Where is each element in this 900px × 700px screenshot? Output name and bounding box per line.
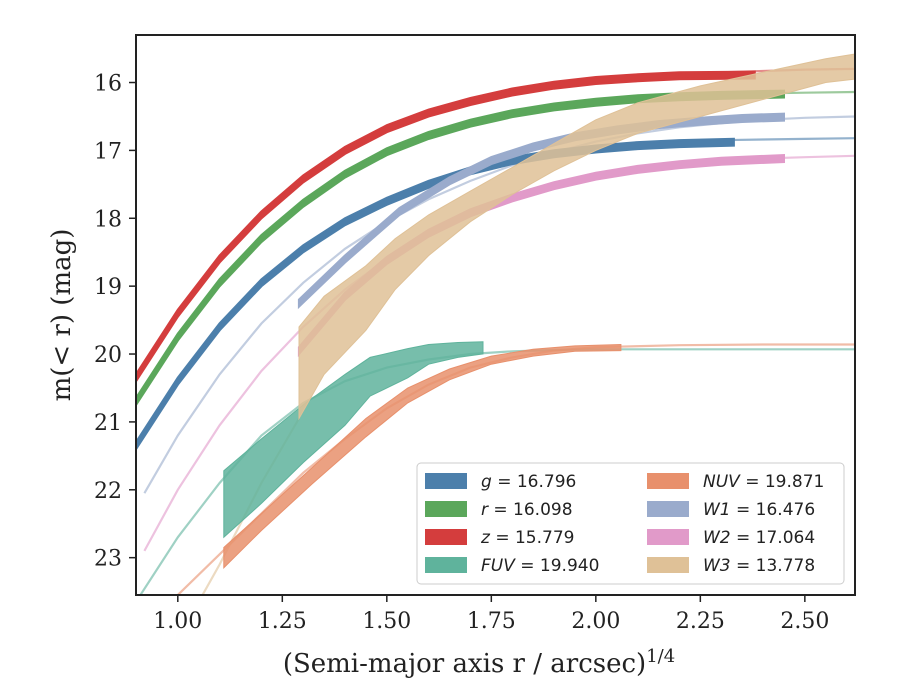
axis-layer: 1.00 1.25 1.50 1.75 2.00 2.25 2.50 16 17 18 19 20 21… <box>94 72 829 634</box>
legend-label-nuv: NUV = 19.871 <box>703 472 824 492</box>
y-tick-label: 23 <box>94 547 122 572</box>
legend-value: = 17.064 <box>731 528 816 548</box>
legend-swatch-fuv <box>425 557 467 573</box>
series-layer <box>136 53 855 595</box>
legend-var: z <box>480 528 491 548</box>
legend-var: g <box>481 472 492 492</box>
legend-value: = 19.871 <box>740 472 825 492</box>
legend-label-g: g = 16.796 <box>481 472 576 492</box>
legend-label-w3: W3 = 13.778 <box>703 556 815 576</box>
legend-swatch-z <box>425 529 467 545</box>
legend-value: = 16.098 <box>488 500 573 520</box>
legend-label-z: z = 15.779 <box>480 528 574 548</box>
x-axis-title-exponent: 1/4 <box>646 646 675 667</box>
legend-swatch-r <box>425 501 467 517</box>
legend-var: W1 <box>703 500 731 520</box>
y-tick-label: 22 <box>94 479 122 504</box>
x-tick-label: 2.25 <box>676 609 725 634</box>
y-tick-label: 21 <box>94 411 122 436</box>
legend-label-w1: W1 = 16.476 <box>703 500 815 520</box>
legend-value: = 16.796 <box>492 472 577 492</box>
y-tick-label: 16 <box>94 72 122 97</box>
x-tick-label: 1.00 <box>153 609 202 634</box>
series-g-band <box>136 137 735 452</box>
legend-var: NUV <box>703 472 741 492</box>
y-tick-label: 18 <box>94 207 122 232</box>
x-tick-label: 1.25 <box>258 609 307 634</box>
legend-value: = 19.940 <box>515 556 600 576</box>
legend-swatch-w3 <box>647 557 689 573</box>
legend-var: W2 <box>703 528 731 548</box>
y-axis-title: m(< r) (mag) <box>47 229 77 402</box>
legend-swatch-w2 <box>647 529 689 545</box>
series-fuv-band <box>223 341 484 539</box>
series-w3-band <box>298 53 855 421</box>
legend-label-w2: W2 = 17.064 <box>703 528 815 548</box>
y-tick-label: 19 <box>94 275 122 300</box>
series-w1-band <box>297 112 785 310</box>
x-tick-label: 1.50 <box>362 609 411 634</box>
x-tick-label: 2.50 <box>780 609 829 634</box>
legend-swatch-w1 <box>647 501 689 517</box>
series-nuv-band <box>223 343 622 570</box>
legend-frame <box>416 462 845 585</box>
legend-var: r <box>481 500 489 520</box>
legend-var: FUV <box>481 556 516 576</box>
plot-frame <box>135 34 856 596</box>
x-tick-label: 2.00 <box>571 609 620 634</box>
legend-label-r: r = 16.098 <box>481 500 573 520</box>
series-r-band <box>136 89 785 407</box>
legend-label-fuv: FUV = 19.940 <box>481 556 599 576</box>
legend-value: = 15.779 <box>490 528 575 548</box>
y-tick-label: 17 <box>94 139 122 164</box>
legend-swatch-g <box>425 473 467 489</box>
legend-swatch-nuv <box>647 473 689 489</box>
legend-value: = 16.476 <box>731 500 816 520</box>
x-axis-title: (Semi-major axis r / arcsec)1/4 <box>283 646 675 679</box>
legend-value: = 13.778 <box>731 556 816 576</box>
x-axis-title-text: (Semi-major axis r / arcsec) <box>283 649 646 679</box>
y-tick-label: 20 <box>94 343 122 368</box>
legend-var: W3 <box>703 556 731 576</box>
x-tick-label: 1.75 <box>467 609 516 634</box>
